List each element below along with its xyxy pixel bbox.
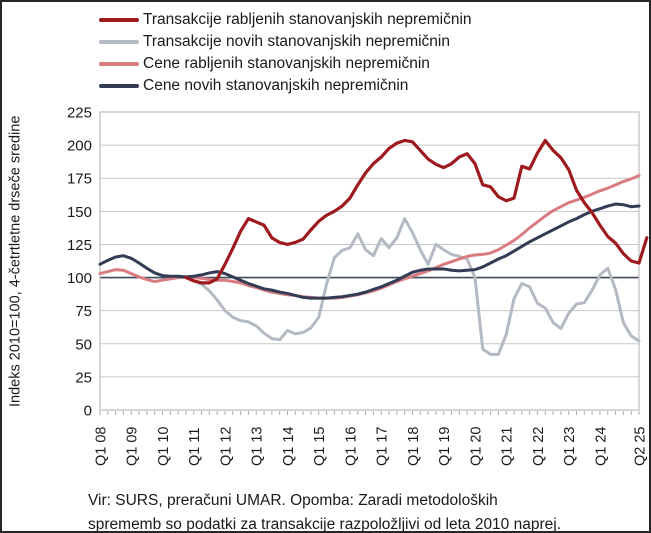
- legend-swatch-transakcije-novih: [99, 40, 139, 44]
- series-transakcije-novih: [184, 217, 641, 356]
- legend-label-transakcije-rabljenih: Transakcije rabljenih stanovanjskih nepr…: [143, 11, 472, 28]
- x-tick-label: Q1 16: [343, 427, 359, 467]
- series-cene-rabljenih: [98, 174, 641, 300]
- x-tick-label: Q1 13: [250, 427, 266, 467]
- legend-item: Transakcije rabljenih stanovanjskih nepr…: [99, 9, 472, 31]
- x-tick-label: Q1 11: [187, 428, 203, 466]
- source-note-line2: sprememb so podatki za transakcije razpo…: [88, 516, 561, 533]
- x-tick-label: Q1 18: [406, 427, 422, 467]
- y-tick-label: 225: [67, 105, 92, 122]
- y-tick-label: 200: [67, 138, 92, 155]
- x-tick-label: Q1 09: [125, 427, 141, 467]
- x-tick-label: Q1 15: [312, 427, 328, 467]
- legend-swatch-cene-novih: [99, 84, 139, 88]
- source-note: Vir: SURS, preračuni UMAR. Opomba: Zarad…: [88, 489, 561, 533]
- legend-item: Transakcije novih stanovanjskih nepremič…: [99, 31, 472, 53]
- x-tick-label: Q1 08: [94, 427, 110, 467]
- legend-label-cene-rabljenih: Cene rabljenih stanovanjskih nepremičnin: [143, 55, 430, 72]
- x-tick-label: Q1 20: [468, 426, 484, 466]
- y-axis-title: Indeks 2010=100, 4-četrtletne drseče sre…: [7, 115, 24, 407]
- y-tick-label: 125: [67, 237, 92, 254]
- x-tick-label: Q1 10: [156, 427, 172, 467]
- y-tick-label: 75: [75, 303, 92, 320]
- legend-label-transakcije-novih: Transakcije novih stanovanjskih nepremič…: [143, 33, 450, 50]
- y-tick-label: 0: [84, 403, 92, 420]
- x-tick-label: Q1 22: [531, 427, 547, 467]
- x-tick-label: Q2 25: [633, 427, 649, 467]
- legend-label-cene-novih: Cene novih stanovanjskih nepremičnin: [143, 77, 409, 94]
- x-tick-label: Q1 21: [500, 427, 516, 466]
- series-cene-novih: [98, 202, 641, 300]
- y-tick-label: 25: [75, 369, 92, 386]
- legend: Transakcije rabljenih stanovanjskih nepr…: [99, 9, 472, 97]
- y-tick-label: 150: [67, 204, 92, 221]
- x-tick-label: Q1 23: [562, 427, 578, 467]
- y-tick-label: 50: [75, 336, 92, 353]
- source-note-line1: Vir: SURS, preračuni UMAR. Opomba: Zarad…: [88, 492, 498, 509]
- series-transakcije-rabljenih: [184, 138, 649, 285]
- legend-swatch-cene-rabljenih: [99, 62, 139, 66]
- x-tick-label: Q1 17: [375, 427, 391, 467]
- legend-swatch-transakcije-rabljenih: [99, 18, 139, 22]
- y-tick-label: 175: [67, 171, 92, 188]
- legend-item: Cene rabljenih stanovanjskih nepremičnin: [99, 53, 472, 75]
- x-tick-label: Q1 19: [437, 427, 453, 467]
- y-tick-label: 100: [67, 270, 92, 287]
- legend-item: Cene novih stanovanjskih nepremičnin: [99, 75, 472, 97]
- x-tick-label: Q1 24: [593, 427, 609, 467]
- x-tick-label: Q1 12: [218, 427, 234, 467]
- x-tick-label: Q1 14: [281, 427, 297, 467]
